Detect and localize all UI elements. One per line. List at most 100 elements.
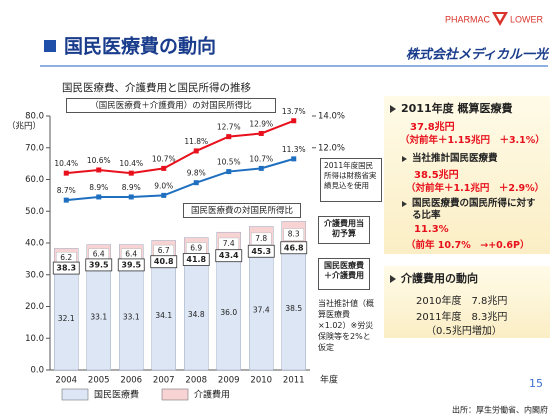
bullet	[390, 275, 396, 283]
legend-swatch	[61, 388, 89, 401]
y-tick-label: 80.0	[25, 112, 44, 122]
change: （対前年＋1.1兆円 ＋2.9%）	[406, 183, 545, 194]
value-label: 34.8	[188, 310, 205, 319]
heading-text: 当社推計国民医療費	[412, 153, 498, 164]
total-label: 40.8	[154, 257, 174, 266]
total-label: 43.4	[219, 251, 239, 260]
amount: 11.3%	[414, 224, 449, 235]
line-marker	[128, 170, 134, 176]
legend-label: 介護費用	[194, 389, 230, 401]
amount: 37.8兆円	[410, 122, 455, 133]
line-value-label: 11.3%	[282, 145, 306, 154]
line-value-label: 8.9%	[122, 183, 141, 192]
x-tick-label: 2007	[153, 376, 175, 386]
total-label: 39.5	[89, 260, 109, 269]
total-label: 46.8	[284, 243, 304, 252]
total-label: 45.3	[251, 247, 271, 256]
value-label: 37.4	[253, 306, 270, 315]
line-marker	[258, 130, 264, 136]
x-tick-label: 2010	[250, 376, 272, 386]
change: （前年 10.7% →+0.6P）	[406, 240, 530, 251]
value-label: 34.1	[155, 311, 172, 320]
line-marker	[291, 118, 297, 124]
line-value-label: 11.8%	[184, 137, 208, 146]
value-label: 7.4	[223, 239, 235, 248]
bar-segment	[151, 261, 176, 371]
panel-heading: 介護費用の動向	[390, 270, 478, 286]
y-tick-label: 30.0	[25, 270, 44, 280]
line-marker	[291, 156, 297, 162]
slide-title: 国民医療費の動向	[64, 35, 216, 58]
item-heading: 当社推計国民医療費	[402, 150, 498, 164]
heading-text: 2011年度 概算医療費	[401, 102, 513, 115]
y-tick-label: 10.0	[25, 334, 44, 344]
annotation-box: （国民医療費＋介護費用）の対国民所得比	[66, 98, 276, 113]
y-tick-label: 50.0	[25, 207, 44, 217]
value-label: 6.2	[60, 253, 72, 262]
total-label: 41.8	[186, 255, 206, 264]
line-value-label: 9.0%	[154, 181, 173, 190]
summary-panel: 2011年度 概算医療費 37.8兆円 （対前年＋1.15兆円 ＋3.1%） 当…	[384, 96, 550, 254]
bullet	[402, 201, 407, 207]
line-value-label: 10.5%	[217, 158, 241, 167]
total-label-box	[150, 255, 178, 269]
value-label: 33.1	[90, 312, 107, 321]
value-label: 36.0	[220, 308, 237, 317]
line-value-label: 10.4%	[54, 159, 78, 168]
line-value-label: 10.7%	[152, 154, 176, 163]
value-label: 33.1	[123, 312, 140, 321]
heading-text: 国民医療費の国民所得に対する比率	[412, 198, 536, 221]
logo-text: LOWER	[510, 14, 544, 24]
line-marker	[96, 167, 102, 173]
line-marker	[96, 194, 102, 200]
change: （対前年＋1.15兆円 ＋3.1%）	[400, 135, 545, 146]
y-tick-label: 40.0	[25, 239, 44, 249]
line-value-label: 8.7%	[57, 186, 76, 195]
line-value-label: 10.4%	[119, 159, 143, 168]
line-value-label: 8.9%	[89, 183, 108, 192]
value-label: 6.4	[125, 250, 137, 259]
company-name: 株式会社メディカル一光	[406, 47, 550, 63]
value-label: 32.1	[58, 314, 75, 323]
line-marker	[161, 165, 167, 171]
y-tick-label: 70.0	[25, 143, 44, 153]
value-label: 7.8	[255, 234, 267, 243]
line	[66, 119, 295, 175]
total-label-box	[280, 241, 308, 255]
line-value-label: 10.7%	[249, 154, 273, 163]
y2-tick-label: 14.0%	[318, 112, 345, 122]
value-label: 6.4	[93, 250, 105, 259]
line-marker	[226, 169, 232, 175]
total-label-box	[52, 261, 80, 275]
bar-segment	[281, 247, 306, 371]
x-tick-label: 2005	[88, 376, 110, 386]
x-axis-label: 年度	[320, 374, 338, 386]
x-tick-label: 2008	[185, 376, 207, 386]
line-value-label: 12.9%	[249, 119, 273, 128]
panel-heading: 2011年度 概算医療費	[390, 100, 512, 116]
bar-segment	[86, 264, 111, 371]
logo-text: PHARMAC	[445, 14, 491, 24]
line-marker	[258, 165, 264, 171]
total-label-box	[182, 253, 210, 266]
x-tick-label: 2006	[120, 376, 142, 386]
annotation-note: 当社推計値（概算医療費×1.02）※労災保険等を2%と仮定	[318, 299, 374, 352]
bar-segment	[249, 251, 274, 371]
value-label: 8.3	[288, 230, 300, 239]
legend-label: 国民医療費	[94, 389, 139, 401]
total-label-box	[85, 258, 113, 272]
care-row: 2010年度 7.8兆円	[416, 296, 508, 307]
y-tick-label: 0.0	[30, 366, 44, 376]
heading-text: 介護費用の動向	[401, 272, 478, 285]
x-tick-label: 2004	[55, 376, 77, 386]
y-tick-label: 20.0	[25, 302, 44, 312]
line-marker	[193, 180, 199, 186]
y2-tick-label: 12.0%	[318, 143, 345, 153]
bullet	[402, 155, 407, 162]
x-tick-label: 2009	[218, 376, 240, 386]
line-value-label: 12.7%	[217, 123, 241, 132]
line-marker	[193, 148, 199, 154]
annotation-box: 介護費用当初予算	[318, 216, 370, 244]
bullet	[390, 105, 396, 113]
